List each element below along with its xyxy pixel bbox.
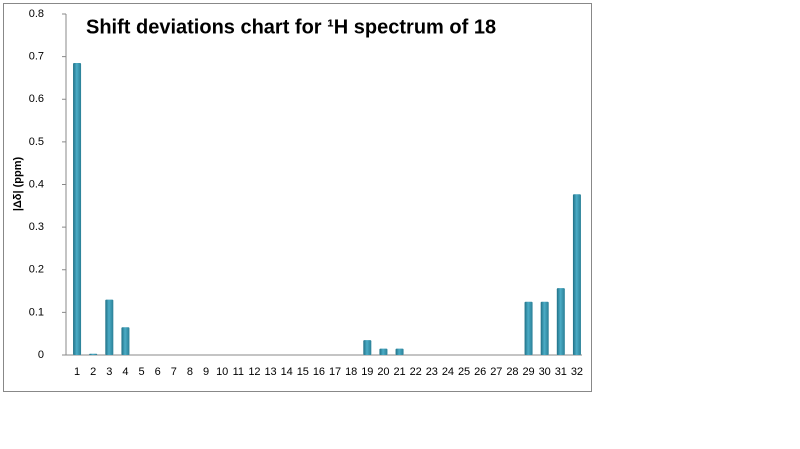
x-tick-label: 16 <box>313 366 325 378</box>
bar <box>121 327 130 355</box>
x-tick-label: 19 <box>361 366 373 378</box>
x-tick-label: 22 <box>410 366 422 378</box>
bar <box>73 63 82 356</box>
x-tick-label: 3 <box>106 366 112 378</box>
x-tick-label: 6 <box>155 366 161 378</box>
y-tick-label: 0.3 <box>29 221 44 233</box>
y-tick-label: 0 <box>38 349 44 361</box>
bar <box>572 194 581 355</box>
x-tick-label: 26 <box>474 366 486 378</box>
y-tick-label: 0.8 <box>29 8 44 20</box>
chart-title: Shift deviations chart for ¹H spectrum o… <box>86 16 496 38</box>
x-tick-label: 31 <box>555 366 567 378</box>
bar <box>89 353 98 355</box>
x-tick-label: 25 <box>458 366 470 378</box>
bar <box>379 348 388 355</box>
bar <box>363 340 372 355</box>
x-tick-label: 23 <box>426 366 438 378</box>
bar <box>540 301 549 355</box>
bar <box>395 348 404 355</box>
bar <box>556 288 565 355</box>
y-tick-label: 0.5 <box>29 136 44 148</box>
y-axis-label: |Δδ| (ppm) <box>12 157 24 212</box>
x-tick-label: 17 <box>329 366 341 378</box>
x-tick-label: 11 <box>233 366 244 378</box>
y-tick-label: 0.1 <box>29 306 44 318</box>
chart-border <box>3 3 592 392</box>
x-tick-label: 14 <box>281 366 293 378</box>
x-tick-label: 1 <box>74 366 80 378</box>
x-tick-label: 29 <box>522 366 534 378</box>
y-tick-label: 0.4 <box>29 178 44 190</box>
x-tick-label: 24 <box>442 366 454 378</box>
x-tick-label: 21 <box>393 366 405 378</box>
y-tick-label: 0.6 <box>29 93 44 105</box>
bar <box>105 299 114 355</box>
x-tick-label: 32 <box>571 366 583 378</box>
x-tick-label: 13 <box>264 366 276 378</box>
x-tick-label: 9 <box>203 366 209 378</box>
x-tick-label: 4 <box>122 366 128 378</box>
x-tick-label: 27 <box>490 366 502 378</box>
x-tick-label: 7 <box>171 366 177 378</box>
x-tick-label: 8 <box>187 366 193 378</box>
x-tick-label: 12 <box>248 366 260 378</box>
y-tick-label: 0.7 <box>29 51 44 63</box>
bar <box>524 301 533 355</box>
x-tick-label: 20 <box>377 366 389 378</box>
x-tick-label: 2 <box>90 366 96 378</box>
x-tick-label: 15 <box>297 366 309 378</box>
x-tick-label: 5 <box>139 366 145 378</box>
x-tick-label: 30 <box>539 366 551 378</box>
y-tick-label: 0.2 <box>29 264 44 276</box>
x-tick-label: 28 <box>506 366 518 378</box>
x-tick-label: 10 <box>216 366 228 378</box>
x-tick-label: 18 <box>345 366 357 378</box>
